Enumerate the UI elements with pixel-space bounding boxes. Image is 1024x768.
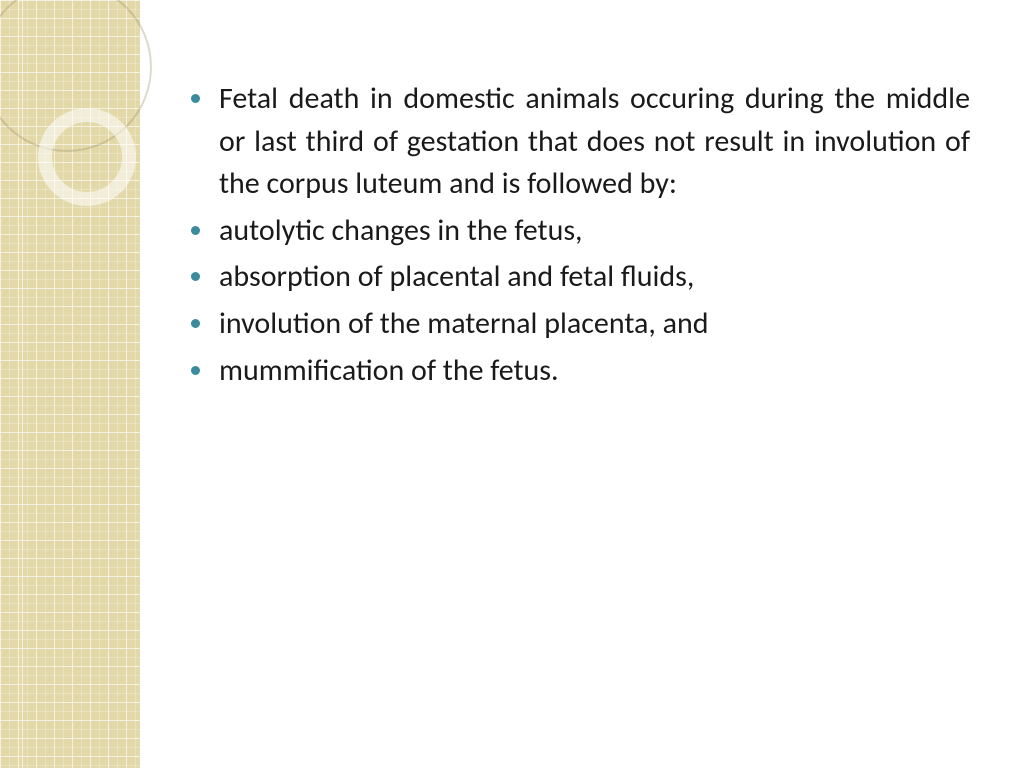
bullet-icon — [191, 94, 200, 103]
list-item: absorption of placental and fetal fluids… — [185, 256, 970, 299]
bullet-text: autolytic changes in the fetus, — [219, 212, 583, 249]
list-item: Fetal death in domestic animals occuring… — [185, 78, 970, 206]
bullet-icon — [191, 319, 200, 328]
bullet-text: Fetal death in domestic animals occuring… — [219, 80, 970, 202]
bullet-text: absorption of placental and fetal fluids… — [219, 258, 694, 295]
decorative-ring-inner — [38, 108, 136, 206]
slide-content: Fetal death in domestic animals occuring… — [185, 78, 970, 396]
bullet-text: involution of the maternal placenta, and — [219, 305, 709, 342]
bullet-list: Fetal death in domestic animals occuring… — [185, 78, 970, 392]
bullet-icon — [191, 272, 200, 281]
bullet-icon — [191, 366, 200, 375]
list-item: mummification of the fetus. — [185, 350, 970, 393]
bullet-text: mummification of the fetus. — [219, 352, 559, 389]
list-item: autolytic changes in the fetus, — [185, 210, 970, 253]
list-item: involution of the maternal placenta, and — [185, 303, 970, 346]
bullet-icon — [191, 226, 200, 235]
